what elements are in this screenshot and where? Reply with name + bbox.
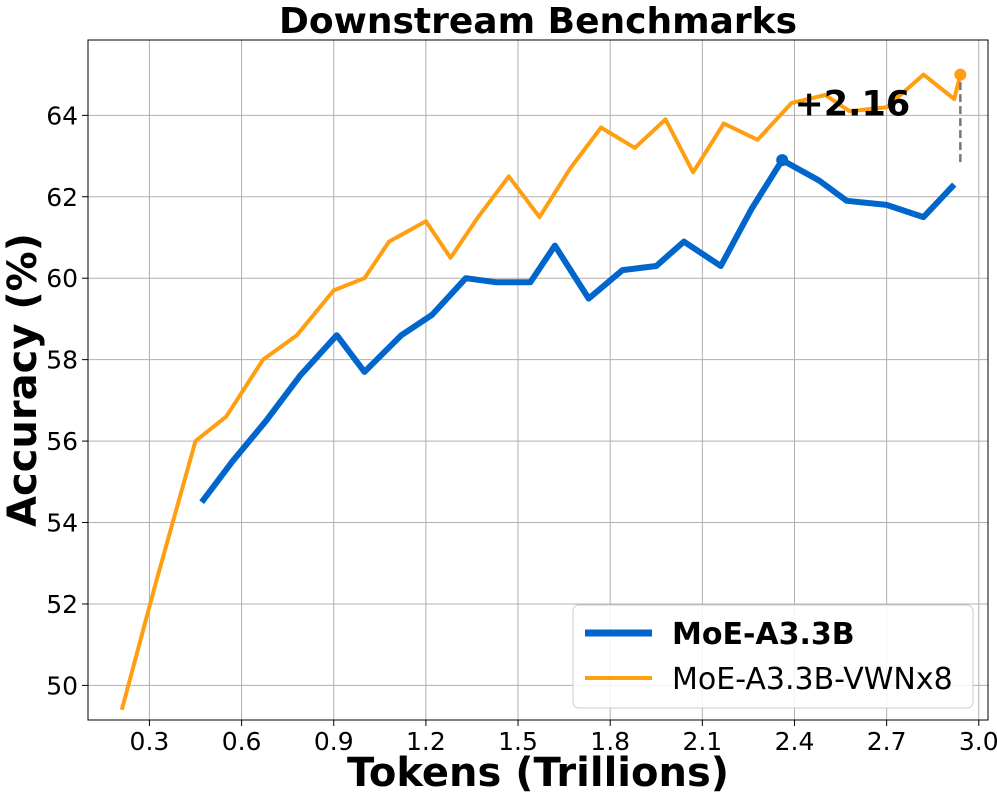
legend-label: MoE-A3.3B-VWNx8 — [672, 662, 953, 697]
y-axis-ticks: 50 52 54 56 58 60 62 64 — [46, 101, 88, 700]
x-tick-label: 1.5 — [498, 727, 538, 756]
y-tick-label: 58 — [46, 346, 78, 375]
series-line-moe-a3-3b-vwnx8 — [119, 72, 963, 711]
x-tick-label: 3.0 — [959, 727, 997, 756]
y-tick-label: 56 — [46, 427, 78, 456]
series-line-moe-a3-3b — [199, 157, 957, 505]
plot-frame — [87, 39, 989, 721]
blue-peak-marker — [776, 154, 789, 167]
x-tick-label: 0.3 — [130, 727, 170, 756]
legend: MoE-A3.3B MoE-A3.3B-VWNx8 — [572, 604, 974, 709]
orange-peak-marker — [954, 68, 967, 81]
y-tick-label: 60 — [46, 264, 78, 293]
grid-lines — [88, 40, 988, 720]
x-tick-label: 0.9 — [314, 727, 354, 756]
series-layer — [119, 72, 963, 711]
y-tick-label: 50 — [46, 671, 78, 700]
y-axis-title: Accuracy (%) — [0, 233, 46, 527]
x-axis-title: Tokens (Trillions) — [347, 750, 729, 796]
x-tick-label: 1.2 — [406, 727, 446, 756]
y-tick-label: 64 — [46, 101, 78, 130]
x-tick-label: 1.8 — [590, 727, 630, 756]
x-tick-label: 2.4 — [775, 727, 815, 756]
chart-title: Downstream Benchmarks — [279, 1, 797, 42]
y-tick-label: 62 — [46, 183, 78, 212]
x-tick-label: 2.7 — [867, 727, 907, 756]
x-tick-label: 0.6 — [222, 727, 262, 756]
x-tick-label: 2.1 — [682, 727, 722, 756]
y-tick-label: 52 — [46, 590, 78, 619]
x-axis-ticks: 0.3 0.6 0.9 1.2 1.5 1.8 2.1 2.4 2.7 3.0 — [130, 720, 997, 756]
gain-annotation: +2.16 — [794, 84, 910, 124]
y-tick-label: 54 — [46, 509, 78, 538]
legend-box — [572, 604, 974, 709]
legend-label: MoE-A3.3B — [672, 617, 855, 652]
annotation-layer: +2.16 — [776, 68, 967, 167]
